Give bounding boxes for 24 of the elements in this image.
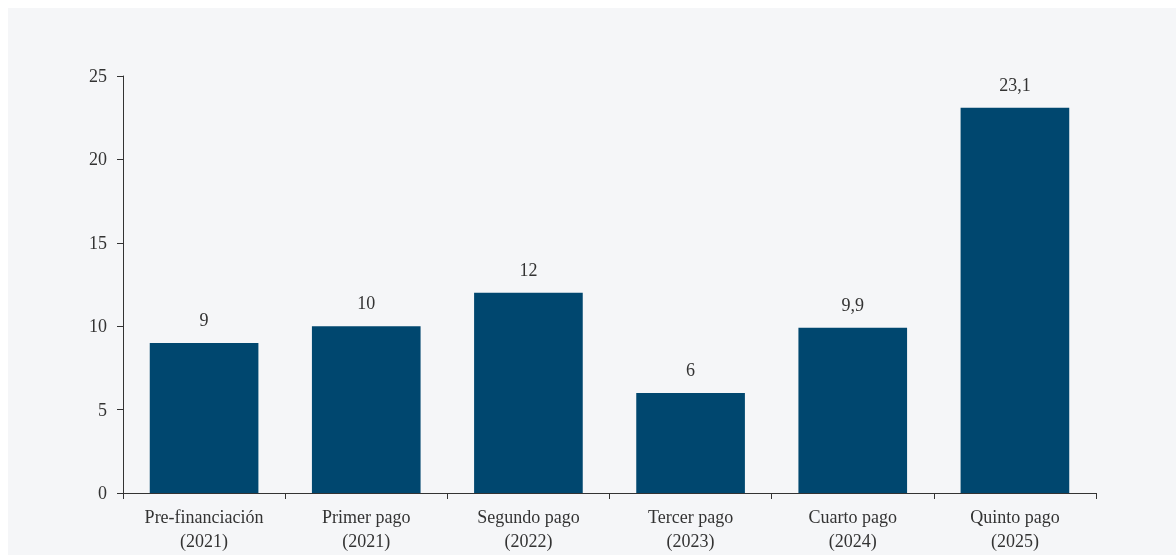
y-tick-label: 15 [89, 232, 107, 253]
data-label: 23,1 [999, 74, 1031, 95]
x-tick-label: Segundo pago (2022) [477, 507, 580, 552]
bar [311, 326, 421, 493]
bar [960, 107, 1070, 493]
x-tick-label: Tercer pago (2023) [647, 507, 734, 552]
data-label: 10 [357, 293, 376, 314]
y-tick-label: 10 [89, 316, 107, 337]
x-tick-label: Pre-financiación (2021) [144, 507, 264, 552]
bar [798, 327, 908, 493]
bar [636, 392, 745, 493]
x-tick-label: Cuarto pago (2024) [808, 507, 897, 552]
y-tick-label: 20 [89, 149, 107, 170]
y-tick-label: 0 [98, 483, 107, 503]
y-tick-label: 5 [98, 399, 107, 420]
bar [474, 292, 583, 493]
data-label: 9 [199, 309, 209, 330]
bar [149, 342, 259, 493]
x-tick-label: Primer pago (2021) [322, 507, 411, 552]
data-label: 12 [519, 259, 538, 280]
data-label: 9,9 [841, 294, 864, 315]
y-tick-label: 25 [89, 66, 107, 86]
x-tick-label: Quinto pago (2025) [970, 507, 1060, 552]
data-label: 6 [686, 359, 696, 380]
